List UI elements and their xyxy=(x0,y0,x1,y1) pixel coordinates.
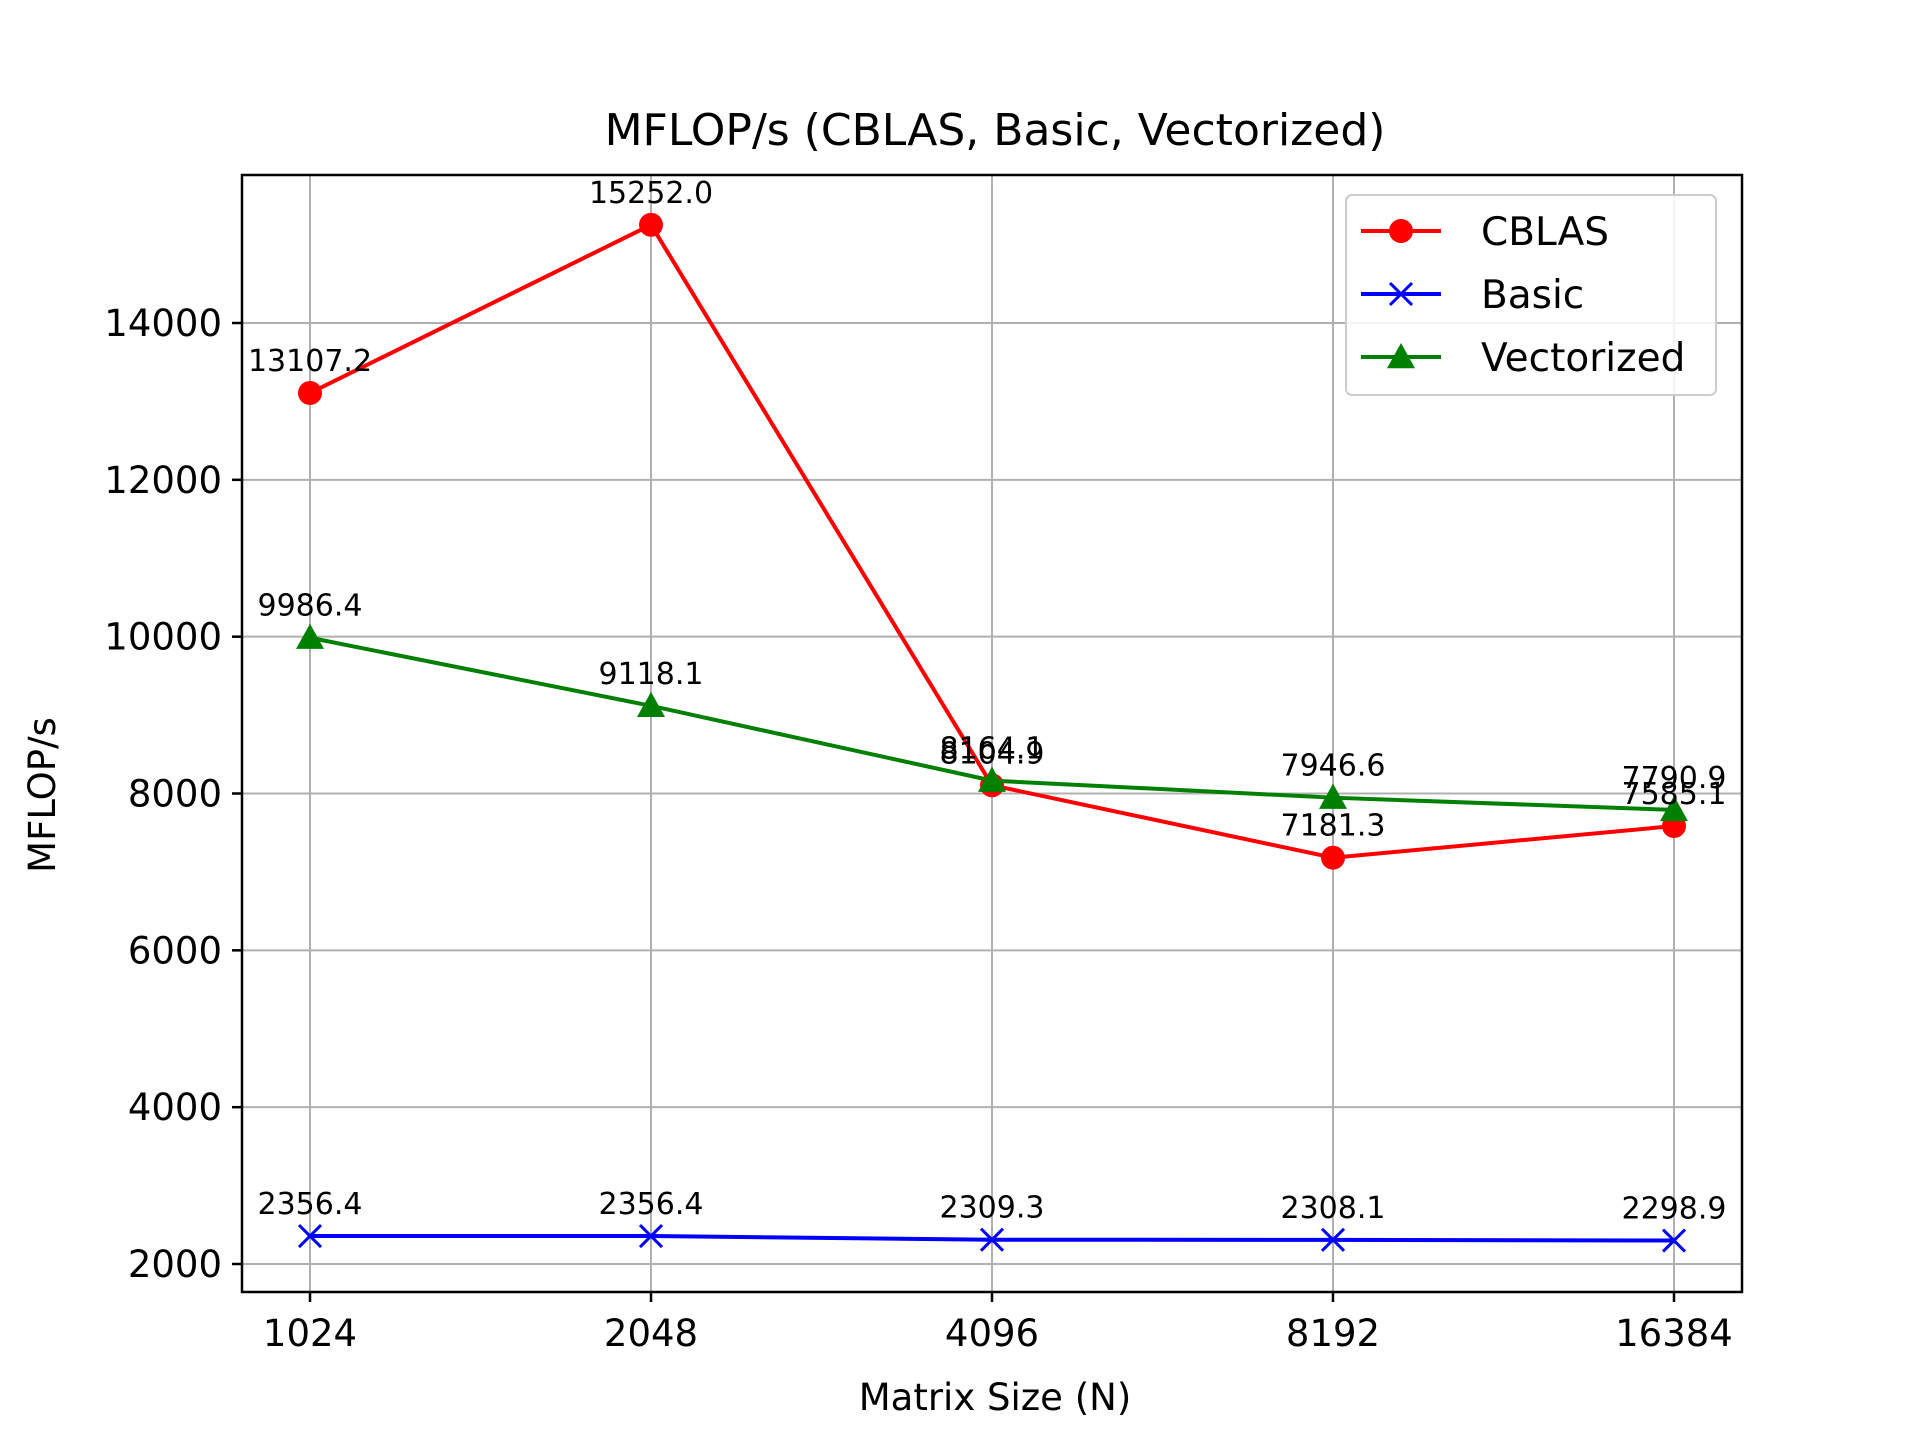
x-tick-label: 4096 xyxy=(945,1312,1039,1355)
data-point xyxy=(1320,1227,1346,1252)
y-tick-label: 6000 xyxy=(128,929,222,972)
legend-label: Basic xyxy=(1481,273,1584,318)
x-axis-label: Matrix Size (N) xyxy=(859,1376,1132,1419)
data-label: 9118.1 xyxy=(599,657,704,692)
data-label: 7181.3 xyxy=(1281,809,1386,844)
data-label: 7585.1 xyxy=(1622,777,1727,812)
legend-box xyxy=(1345,194,1717,396)
y-tick-label: 4000 xyxy=(128,1086,222,1129)
data-point xyxy=(638,1223,664,1249)
data-point xyxy=(639,212,663,237)
data-point-stroke xyxy=(1388,281,1414,307)
y-tick-label: 12000 xyxy=(104,459,222,502)
x-tick-label: 2048 xyxy=(604,1312,698,1355)
legend-item-cblas: CBLAS xyxy=(1361,210,1609,255)
data-point xyxy=(1319,783,1347,809)
y-tick-label: 8000 xyxy=(128,773,222,816)
data-label: 15252.0 xyxy=(589,176,713,211)
x-axis: 1024 2048 4096 8192 16384 xyxy=(263,1292,1733,1355)
data-point xyxy=(296,623,324,649)
data-point xyxy=(1387,343,1415,369)
data-point-stroke xyxy=(297,1223,323,1249)
legend-label: CBLAS xyxy=(1481,210,1609,255)
legend-item-vectorized: Vectorized xyxy=(1361,336,1685,381)
data-label: 2356.4 xyxy=(258,1187,363,1222)
data-point xyxy=(1661,1228,1687,1253)
data-point xyxy=(1321,845,1345,870)
legend-label: Vectorized xyxy=(1481,336,1685,381)
x-tick-label: 16384 xyxy=(1615,1312,1733,1355)
y-tick-label: 14000 xyxy=(104,302,222,345)
data-label: 7946.6 xyxy=(1281,749,1386,784)
legend: CBLAS Basic Vectorized xyxy=(1345,194,1717,396)
data-point xyxy=(979,1227,1005,1252)
x-tick-label: 8192 xyxy=(1286,1312,1380,1355)
series-layer xyxy=(296,212,1688,1253)
data-label: 2309.3 xyxy=(940,1191,1045,1226)
x-tick-label: 1024 xyxy=(263,1312,357,1355)
data-label-layer: 13107.2 15252.0 8104.9 7181.3 7585.1 2356.4 23… xyxy=(248,176,1727,1227)
data-point xyxy=(297,1223,323,1249)
y-tick-label: 2000 xyxy=(128,1243,222,1286)
data-label: 7790.9 xyxy=(1622,761,1727,796)
data-point xyxy=(637,691,665,718)
y-tick-label: 10000 xyxy=(104,616,222,659)
data-label: 8164.1 xyxy=(940,732,1045,767)
data-point xyxy=(1388,281,1414,307)
data-label: 13107.2 xyxy=(248,344,372,379)
y-axis: 2000 4000 6000 8000 10000 12000 14000 xyxy=(104,302,242,1286)
data-label: 8104.9 xyxy=(940,736,1045,771)
data-point xyxy=(298,381,322,406)
chart-title: MFLOP/s (CBLAS, Basic, Vectorized) xyxy=(605,105,1386,156)
data-label: 2308.1 xyxy=(1281,1191,1386,1226)
data-point-stroke xyxy=(1320,1227,1346,1252)
legend-item-basic: Basic xyxy=(1361,273,1584,318)
y-axis-label: MFLOP/s xyxy=(21,717,64,873)
data-point xyxy=(978,766,1006,792)
data-point-stroke xyxy=(1661,1228,1687,1253)
data-point xyxy=(1389,219,1413,243)
data-point-stroke xyxy=(979,1227,1005,1252)
data-label: 9986.4 xyxy=(258,589,363,624)
data-point xyxy=(1660,795,1688,822)
data-point-stroke xyxy=(638,1223,664,1249)
data-label: 2298.9 xyxy=(1622,1192,1727,1227)
data-label: 2356.4 xyxy=(599,1187,704,1222)
